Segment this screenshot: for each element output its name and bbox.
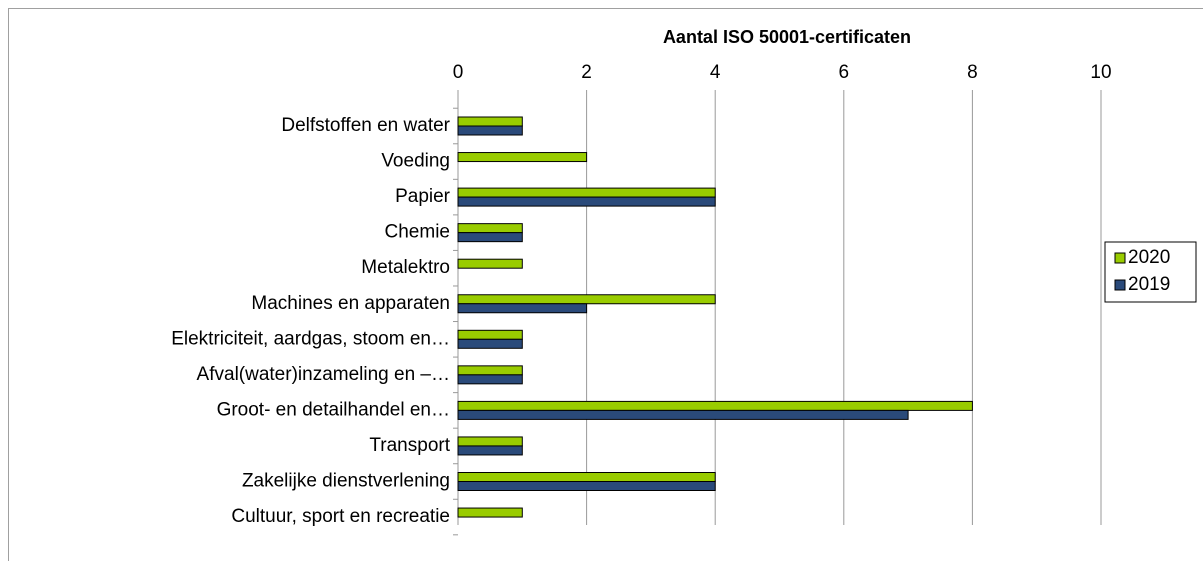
bar <box>458 126 522 135</box>
bar <box>458 375 522 384</box>
y-tick-label: Papier <box>395 186 451 207</box>
legend-label: 2019 <box>1128 274 1170 295</box>
bar <box>458 446 522 455</box>
x-tick-label: 10 <box>1090 62 1111 83</box>
y-tick-label: Elektriciteit, aardgas, stoom en… <box>171 328 450 349</box>
y-tick-label: Delfstoffen en water <box>281 115 450 136</box>
bar <box>458 259 522 268</box>
chart-title: Aantal ISO 50001-certificaten <box>663 27 911 47</box>
y-tick-label: Zakelijke dienstverlening <box>242 471 450 492</box>
bar <box>458 117 522 126</box>
bar <box>458 295 715 304</box>
legend-label: 2020 <box>1128 247 1170 268</box>
bar <box>458 304 587 313</box>
bar <box>458 508 522 517</box>
bar <box>458 401 972 410</box>
y-tick-label: Machines en apparaten <box>251 293 450 314</box>
legend-swatch <box>1115 253 1125 263</box>
bar <box>458 410 908 419</box>
bar <box>458 330 522 339</box>
legend-swatch <box>1115 280 1125 290</box>
bar <box>458 473 715 482</box>
x-tick-label: 2 <box>581 62 592 83</box>
bar <box>458 197 715 206</box>
y-tick-label: Cultuur, sport en recreatie <box>231 506 450 527</box>
y-tick-label: Transport <box>369 435 450 456</box>
x-tick-label: 0 <box>453 62 464 83</box>
bar <box>458 153 587 162</box>
bar <box>458 224 522 233</box>
bar <box>458 188 715 197</box>
x-tick-label: 8 <box>967 62 978 83</box>
bar <box>458 339 522 348</box>
x-tick-label: 6 <box>839 62 850 83</box>
bar <box>458 233 522 242</box>
x-tick-label: 4 <box>710 62 721 83</box>
y-tick-label: Groot- en detailhandel en… <box>217 399 450 420</box>
bar <box>458 366 522 375</box>
y-tick-label: Chemie <box>385 222 450 243</box>
y-tick-label: Afval(water)inzameling en –… <box>197 364 450 385</box>
bar <box>458 437 522 446</box>
y-tick-label: Metalektro <box>361 257 450 278</box>
bar <box>458 482 715 491</box>
y-tick-label: Voeding <box>381 151 450 172</box>
